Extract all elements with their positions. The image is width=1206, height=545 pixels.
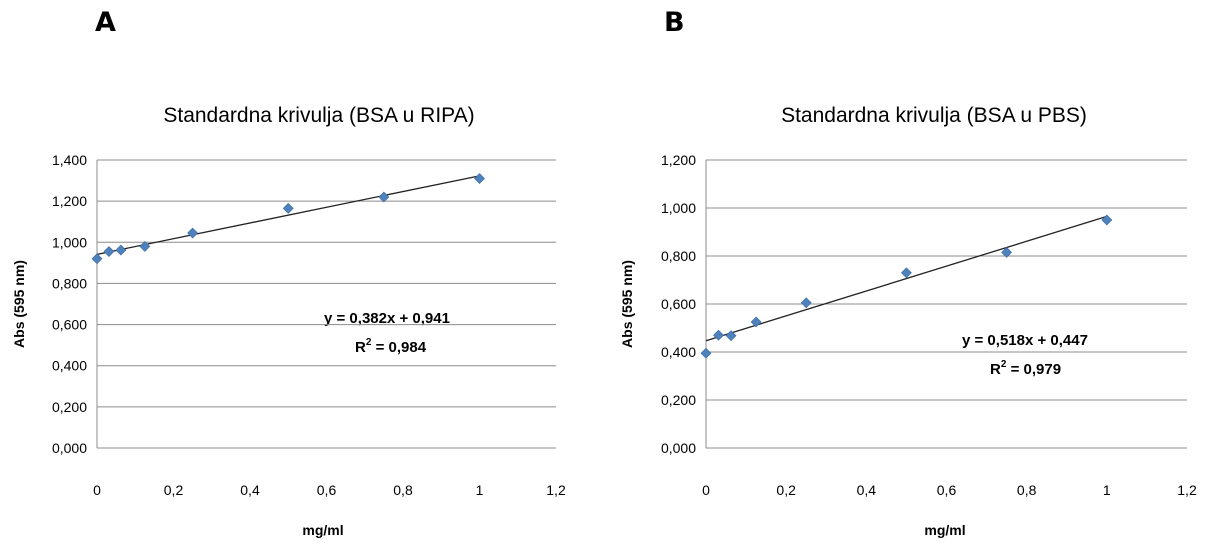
chart-b-data-point [900, 267, 912, 279]
chart-a-y-tick-label: 0,600 [52, 317, 87, 333]
chart-a-y-axis-title: Abs (595 nm) [11, 260, 27, 348]
chart-b-data-point [750, 316, 762, 328]
chart-b-r-squared: R2 = 0,979 [990, 359, 1061, 378]
chart-a-data-point [91, 253, 103, 265]
chart-a-trendline [96, 175, 480, 256]
chart-a-data-point [139, 240, 151, 252]
chart-a-x-axis-title: mg/ml [302, 522, 343, 538]
chart-a-data-point [187, 227, 199, 239]
chart-b-y-tick-label: 1,200 [661, 152, 696, 168]
chart-a-x-tick-label: 0,2 [164, 482, 184, 498]
chart-b-trendline [705, 215, 1108, 342]
chart-a-y-tick-label: 1,400 [52, 152, 87, 168]
chart-b-plot-area: 0,000 0,200 0,400 0,600 0,800 1,000 1,200 0 0,2 0… [661, 152, 1197, 498]
chart-a-plot-area: 0,000 0,200 0,400 0,600 0,800 1,000 1,200 1,400… [52, 152, 566, 498]
chart-a-data-point [115, 244, 127, 256]
chart-a-data-point [474, 173, 485, 184]
chart-b-trendline-equation: y = 0,518x + 0,447 [962, 332, 1088, 349]
chart-b-data-point [800, 297, 812, 309]
chart-b-data-point [725, 330, 737, 342]
chart-a-x-tick-label: 0 [93, 482, 101, 498]
chart-a-y-tick-label: 0,000 [52, 440, 87, 456]
panel-label-b: B [664, 7, 685, 38]
chart-a-y-tick-label: 1,000 [52, 234, 87, 250]
chart-a-y-tick-label: 0,200 [52, 399, 87, 415]
chart-a-data-point [282, 202, 294, 214]
chart-b-x-tick-label: 0,8 [1017, 482, 1037, 498]
chart-a-y-tick-label: 0,800 [52, 275, 87, 291]
chart-a-y-tick-label: 0,400 [52, 358, 87, 374]
chart-a-title: Standardna krivulja (BSA u RIPA) [163, 104, 474, 127]
chart-a-r-squared: R2 = 0,984 [355, 337, 427, 356]
chart-a-x-tick-label: 0,6 [317, 482, 337, 498]
chart-b-x-tick-label: 0,6 [937, 482, 957, 498]
chart-a-data-point [103, 246, 115, 257]
chart-b-y-tick-label: 0,800 [661, 248, 696, 264]
chart-a-trendline-equation: y = 0,382x + 0,941 [324, 310, 450, 327]
chart-a-x-tick-label: 1,2 [546, 482, 566, 498]
chart-b-data-point [1001, 246, 1013, 258]
panel-label-a: A [95, 7, 116, 38]
chart-b-x-tick-label: 0 [702, 482, 710, 498]
chart-b-y-tick-label: 0,200 [661, 392, 696, 408]
chart-a-y-tick-label: 1,200 [52, 193, 87, 209]
chart-b-x-axis-title: mg/ml [924, 522, 965, 538]
chart-b-y-axis-title: Abs (595 nm) [619, 260, 635, 348]
chart-a-x-tick-label: 0,4 [240, 482, 260, 498]
chart-b-x-tick-label: 0,4 [857, 482, 877, 498]
chart-b-y-tick-label: 0,000 [661, 440, 696, 456]
chart-b-data-point [1101, 214, 1113, 226]
chart-b-y-tick-label: 1,000 [661, 200, 696, 216]
chart-b-data-point [713, 329, 724, 341]
chart-a-x-tick-label: 1 [476, 482, 484, 498]
chart-b-x-tick-label: 1 [1103, 482, 1111, 498]
chart-b-y-tick-label: 0,400 [661, 344, 696, 360]
chart-b-data-point [700, 347, 712, 359]
chart-b-x-tick-label: 0,2 [776, 482, 796, 498]
chart-b-y-tick-label: 0,600 [661, 296, 696, 312]
chart-a-data-point [378, 191, 390, 203]
chart-b-title: Standardna krivulja (BSA u PBS) [781, 104, 1087, 127]
chart-a-x-tick-label: 0,8 [393, 482, 413, 498]
chart-b-x-tick-label: 1,2 [1177, 482, 1197, 498]
